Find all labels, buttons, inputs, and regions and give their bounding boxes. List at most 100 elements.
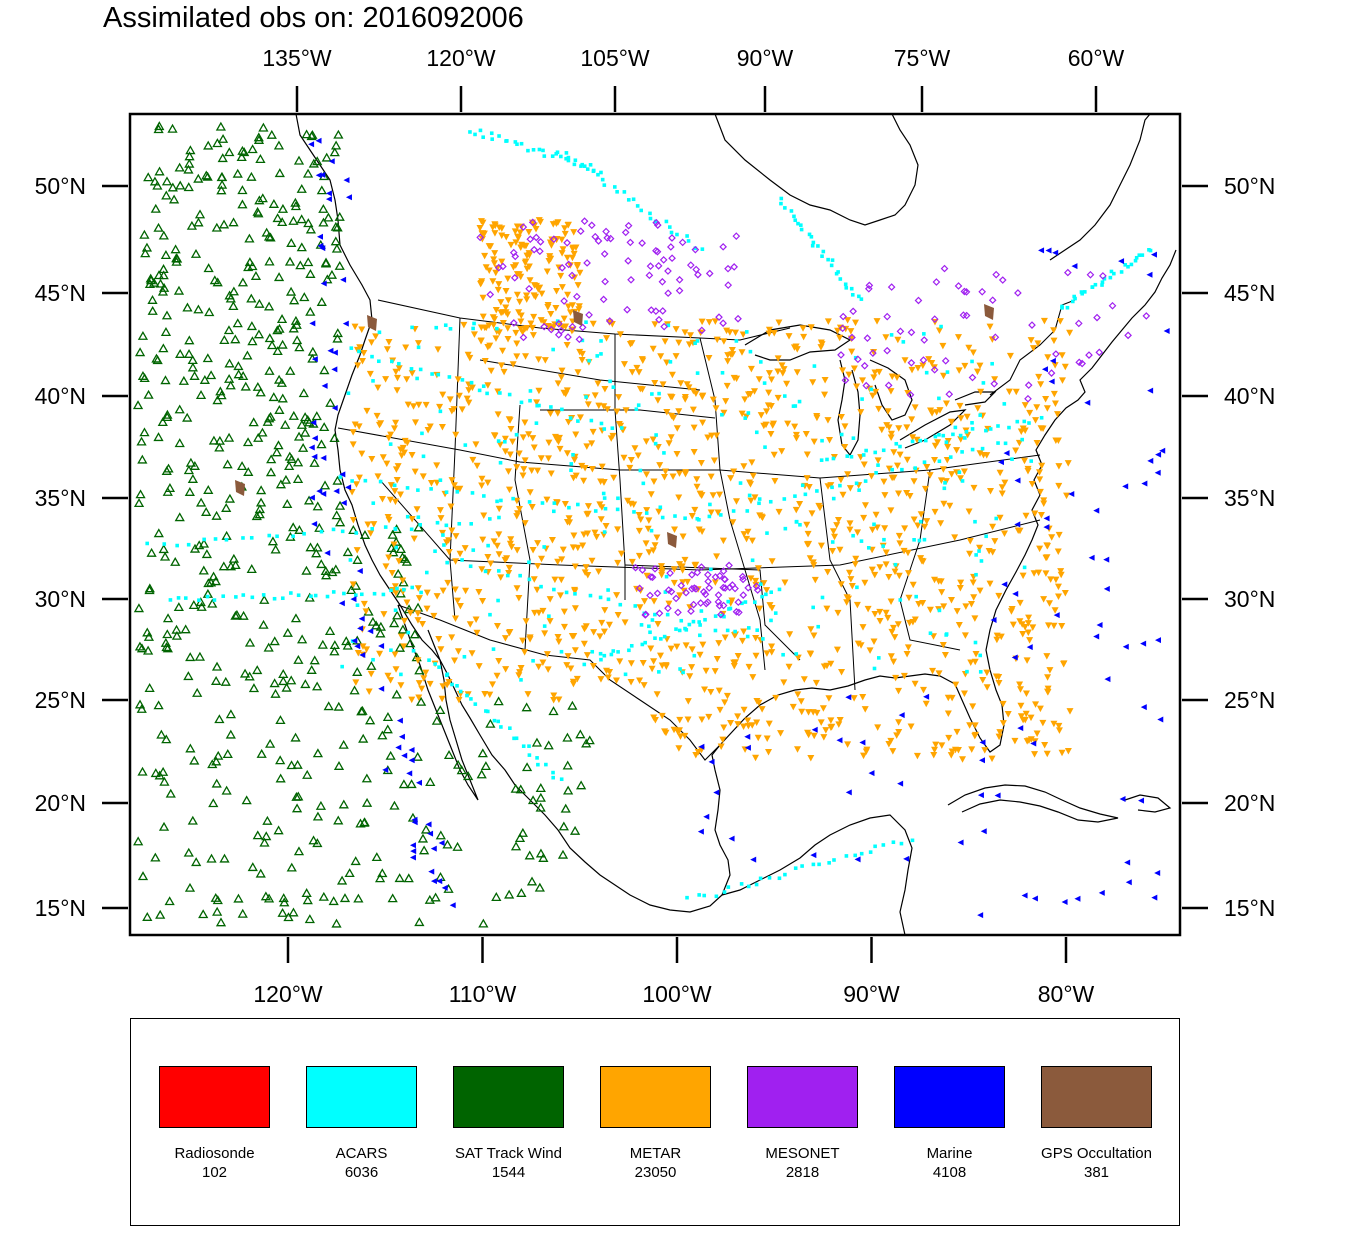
metar-marker bbox=[559, 546, 567, 554]
metar-marker bbox=[895, 687, 903, 695]
acars-marker bbox=[599, 339, 603, 343]
mesonet-marker bbox=[587, 221, 596, 230]
metar-marker bbox=[835, 721, 843, 728]
sat-wind-marker bbox=[323, 701, 334, 711]
metar-marker bbox=[1022, 512, 1030, 520]
sat-wind-marker bbox=[272, 346, 283, 356]
left-axis-label: 40°N bbox=[35, 383, 86, 409]
acars-marker bbox=[783, 206, 787, 210]
sat-wind-marker bbox=[366, 660, 377, 670]
marine-marker bbox=[358, 615, 365, 622]
metar-marker bbox=[749, 472, 757, 480]
metar-marker bbox=[710, 457, 718, 465]
metar-marker bbox=[947, 597, 955, 604]
sat-wind-marker bbox=[178, 375, 189, 385]
acars-marker bbox=[636, 403, 641, 407]
metar-marker bbox=[1044, 674, 1052, 681]
metar-marker bbox=[532, 282, 540, 290]
metar-marker bbox=[465, 399, 473, 407]
metar-marker bbox=[517, 244, 525, 251]
metar-marker bbox=[931, 746, 939, 754]
mesonet-marker bbox=[476, 233, 485, 242]
metar-marker bbox=[494, 388, 502, 395]
mesonet-marker bbox=[667, 587, 676, 596]
sat-wind-marker bbox=[230, 334, 241, 344]
metar-marker bbox=[588, 465, 596, 473]
metar-marker bbox=[597, 478, 605, 485]
metar-marker bbox=[348, 489, 356, 496]
metar-marker bbox=[519, 472, 527, 479]
metar-marker bbox=[1033, 404, 1041, 411]
acars-marker bbox=[881, 843, 886, 847]
metar-marker bbox=[478, 475, 486, 483]
metar-marker bbox=[419, 620, 427, 628]
acars-marker bbox=[807, 232, 812, 237]
metar-marker bbox=[882, 334, 890, 341]
sat-wind-marker bbox=[296, 183, 307, 193]
sat-wind-marker bbox=[160, 637, 171, 647]
metar-marker bbox=[1009, 621, 1017, 629]
metar-marker bbox=[968, 746, 976, 753]
metar-marker bbox=[765, 389, 773, 397]
metar-marker bbox=[774, 355, 782, 362]
metar-marker bbox=[827, 724, 835, 732]
metar-marker bbox=[564, 303, 572, 311]
acars-marker bbox=[472, 321, 476, 326]
metar-marker bbox=[534, 540, 542, 547]
metar-marker bbox=[1055, 531, 1063, 539]
metar-marker bbox=[752, 577, 760, 585]
metar-marker bbox=[522, 292, 530, 299]
metar-marker bbox=[816, 504, 824, 512]
metar-marker bbox=[681, 556, 689, 564]
acars-marker bbox=[527, 577, 532, 582]
acars-marker bbox=[503, 439, 507, 444]
metar-marker bbox=[479, 294, 487, 302]
metar-marker bbox=[393, 387, 401, 394]
metar-marker bbox=[777, 730, 785, 737]
sat-wind-marker bbox=[277, 203, 289, 213]
right-axis-label: 25°N bbox=[1224, 687, 1275, 713]
metar-marker bbox=[998, 484, 1006, 491]
mesonet-marker bbox=[624, 221, 633, 230]
legend-label-metar: METAR bbox=[629, 1145, 682, 1162]
sat-wind-marker bbox=[211, 778, 222, 788]
metar-marker bbox=[998, 490, 1006, 497]
acars-marker bbox=[542, 545, 547, 549]
metar-marker bbox=[955, 367, 963, 374]
acars-marker bbox=[349, 346, 354, 350]
metar-marker bbox=[851, 561, 859, 568]
metar-marker bbox=[715, 640, 723, 647]
metar-marker bbox=[895, 532, 903, 540]
acars-marker bbox=[346, 391, 351, 396]
marine-marker bbox=[308, 444, 315, 451]
metar-marker bbox=[1028, 480, 1036, 488]
metar-marker bbox=[513, 340, 521, 348]
metar-marker bbox=[720, 338, 728, 345]
sat-wind-marker bbox=[203, 484, 214, 494]
metar-marker bbox=[367, 530, 375, 537]
metar-marker bbox=[1027, 337, 1035, 344]
acars-marker bbox=[234, 595, 238, 599]
metar-marker bbox=[1058, 352, 1066, 359]
sat-wind-marker bbox=[247, 144, 258, 154]
metar-marker bbox=[1034, 340, 1042, 347]
metar-marker bbox=[376, 650, 384, 658]
sat-wind-marker bbox=[255, 868, 266, 878]
metar-marker bbox=[502, 304, 510, 312]
sat-wind-marker bbox=[153, 222, 164, 232]
metar-marker bbox=[961, 632, 969, 639]
metar-marker bbox=[564, 653, 572, 660]
marine-marker bbox=[315, 172, 322, 179]
metar-marker bbox=[561, 230, 569, 238]
metar-marker bbox=[860, 461, 868, 468]
sat-wind-marker bbox=[562, 732, 573, 742]
marine-marker bbox=[1141, 480, 1148, 487]
acars-marker bbox=[540, 501, 545, 505]
sat-wind-marker bbox=[241, 795, 252, 805]
sat-wind-marker bbox=[167, 182, 178, 192]
acars-marker bbox=[793, 218, 798, 223]
sat-wind-marker bbox=[133, 836, 144, 846]
acars-marker bbox=[1010, 457, 1014, 461]
metar-marker bbox=[392, 368, 400, 376]
marine-marker bbox=[1014, 521, 1021, 528]
